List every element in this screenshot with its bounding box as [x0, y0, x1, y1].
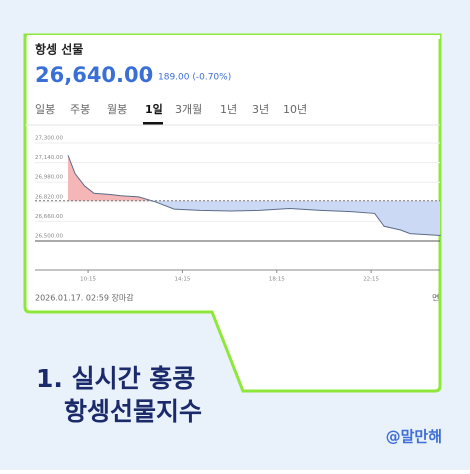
y-tick-label: 27,140.00	[35, 155, 63, 161]
tabs: 일봉 주봉 월봉 1일 3개월 1년 3년 10년	[35, 102, 307, 125]
x-tick-label: 10:15	[80, 277, 96, 283]
x-tick-label: 18:15	[269, 277, 285, 283]
x-tick-label: 22:15	[363, 277, 379, 283]
card	[23, 33, 442, 393]
timestamp: 2026.01.17. 02:59 장마감	[35, 293, 134, 303]
tab[interactable]: 일봉	[35, 102, 55, 116]
area-down	[151, 200, 440, 236]
edge-text: 면	[432, 293, 439, 303]
tab[interactable]: 10년	[283, 103, 307, 116]
price: 26,640.00	[35, 63, 153, 87]
y-tick-label: 27,300.00	[35, 136, 63, 142]
caption-line: 1. 실시간 홍콩	[36, 364, 195, 393]
title: 항셍 선물	[35, 42, 83, 57]
caption-line: 항셍선물지수	[64, 397, 202, 426]
y-tick-label: 26,660.00	[35, 214, 63, 220]
x-tick-label: 14:15	[174, 277, 190, 283]
tab[interactable]: 월봉	[107, 103, 127, 116]
tab[interactable]: 3개월	[175, 103, 202, 116]
y-tick-label: 26,980.00	[35, 175, 63, 181]
y-tick-label: 26,820.00	[35, 194, 63, 200]
tab[interactable]: 주봉	[70, 103, 90, 116]
handle: @말만해	[386, 428, 442, 446]
y-tick-label: 26,500.00	[35, 234, 63, 240]
down-arrow	[146, 74, 152, 78]
chart: 26,500.00 26,660.00 26,820.00 26,980.00 27,1…	[35, 136, 441, 283]
tab[interactable]: 1년	[220, 103, 237, 116]
area-up	[68, 155, 440, 201]
tab-underline	[143, 122, 163, 125]
tab[interactable]: 1일	[145, 102, 163, 116]
tab[interactable]: 3년	[252, 103, 269, 116]
change: 189.00 (-0.70%)	[158, 73, 231, 83]
price-line	[67, 155, 441, 236]
